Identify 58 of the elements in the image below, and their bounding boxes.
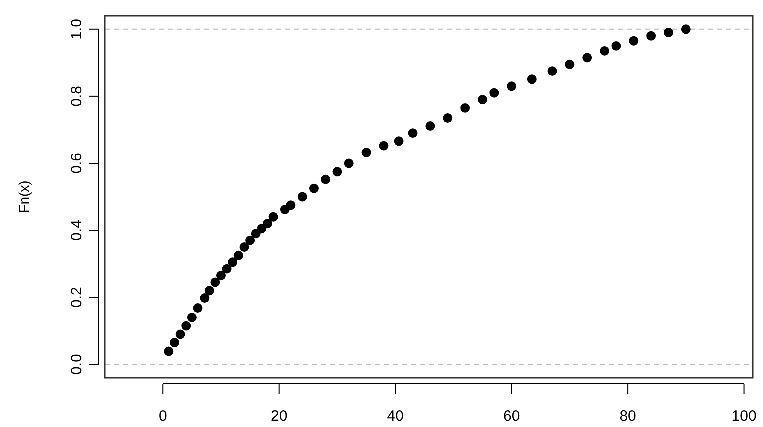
x-tick-label: 100 — [732, 408, 757, 425]
point — [600, 46, 610, 56]
point — [362, 148, 372, 158]
x-tick-label: 80 — [620, 408, 636, 425]
point — [228, 258, 238, 268]
point — [321, 174, 331, 184]
point — [251, 229, 261, 239]
y-tick-label: 0.8 — [68, 86, 86, 107]
point — [257, 224, 267, 234]
y-tick-label: 0.6 — [68, 153, 86, 174]
point — [193, 304, 203, 313]
point — [646, 31, 656, 41]
point — [310, 184, 319, 194]
point — [565, 60, 575, 70]
x-tick-label: 0 — [158, 408, 168, 425]
point — [490, 88, 500, 98]
y-tick-label: 0.0 — [68, 354, 86, 376]
point — [216, 271, 226, 280]
point — [344, 158, 354, 168]
point — [443, 114, 453, 123]
x-tick-label: 40 — [387, 408, 404, 425]
point — [182, 321, 192, 331]
point — [204, 286, 214, 296]
point — [460, 103, 470, 113]
point — [612, 41, 622, 51]
y-tick-label: 0.4 — [68, 220, 86, 241]
point — [210, 278, 220, 288]
point — [286, 200, 296, 210]
point — [394, 136, 404, 146]
point — [234, 250, 244, 260]
y-tick-label: 1.0 — [68, 18, 86, 40]
x-tick-label: 20 — [271, 408, 288, 425]
point — [164, 346, 174, 356]
point — [170, 338, 180, 348]
point — [263, 219, 272, 229]
point — [246, 236, 256, 246]
point — [176, 330, 186, 340]
point — [298, 192, 308, 202]
y-tick-label: 0.2 — [68, 287, 86, 308]
point — [187, 312, 197, 322]
point — [379, 141, 389, 151]
point — [582, 53, 592, 63]
point — [681, 24, 691, 34]
point — [332, 167, 342, 177]
point — [200, 294, 210, 303]
point — [426, 122, 436, 131]
point — [240, 242, 250, 252]
point — [548, 66, 558, 76]
x-tick-label: 60 — [503, 408, 520, 425]
y-axis-title: Fn(x) — [16, 180, 32, 214]
point — [222, 264, 232, 274]
point — [664, 28, 674, 38]
point — [507, 82, 517, 92]
point — [527, 74, 537, 84]
point — [629, 36, 639, 46]
point — [478, 95, 488, 105]
point — [268, 212, 278, 222]
point — [408, 128, 418, 138]
